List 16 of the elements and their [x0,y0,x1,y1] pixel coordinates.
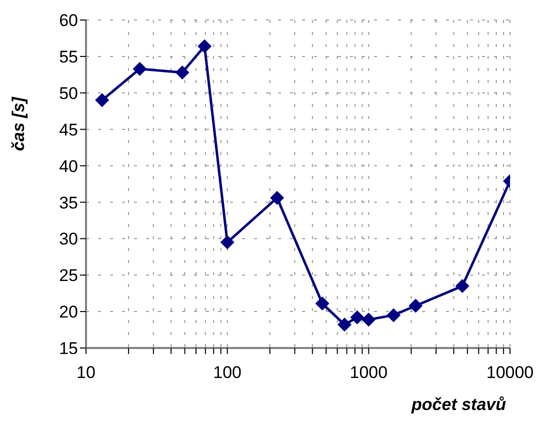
y-tick-label: 15 [59,339,78,358]
y-tick-label: 50 [59,84,78,103]
x-tick-label: 1000 [350,363,388,382]
y-tick-label: 40 [59,156,78,176]
y-tick-label: 25 [59,266,78,286]
x-tick-label: 10 [76,363,96,382]
x-tick-label: 100 [213,363,242,382]
x-tick-label: 10000 [486,363,534,382]
x-axis-title: počet stavů [410,395,507,414]
y-tick-label: 20 [59,302,78,322]
y-axis-title: čas [s] [9,96,28,151]
y-tick-label: 45 [59,120,78,140]
y-tick-label: 30 [59,230,78,249]
y-tick-label: 55 [59,47,78,66]
y-tick-label: 60 [59,11,78,30]
y-tick-label: 35 [59,193,78,212]
